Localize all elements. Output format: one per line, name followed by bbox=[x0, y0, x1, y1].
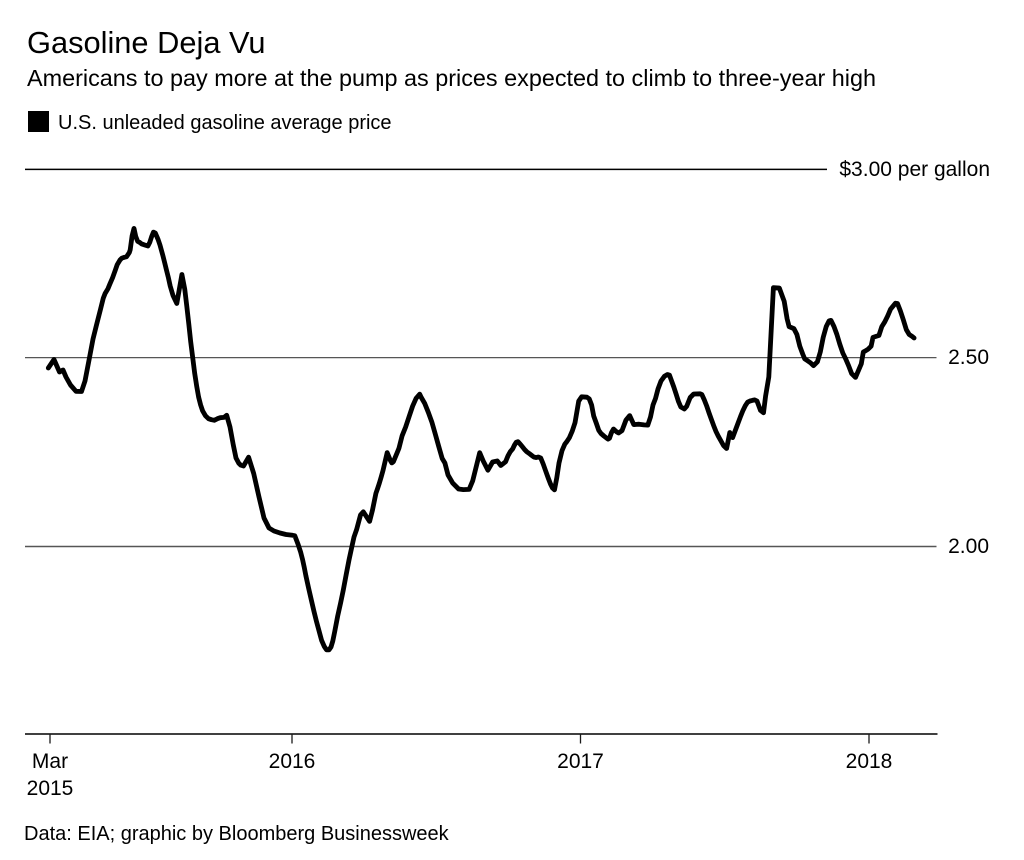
svg-text:2017: 2017 bbox=[557, 750, 604, 773]
svg-text:2015: 2015 bbox=[27, 777, 74, 800]
svg-text:2018: 2018 bbox=[846, 750, 893, 773]
svg-text:$3.00 per gallon: $3.00 per gallon bbox=[839, 158, 990, 181]
svg-text:Mar: Mar bbox=[32, 750, 68, 773]
svg-text:2.00: 2.00 bbox=[948, 535, 989, 558]
svg-text:2.50: 2.50 bbox=[948, 346, 989, 369]
svg-text:2016: 2016 bbox=[269, 750, 316, 773]
